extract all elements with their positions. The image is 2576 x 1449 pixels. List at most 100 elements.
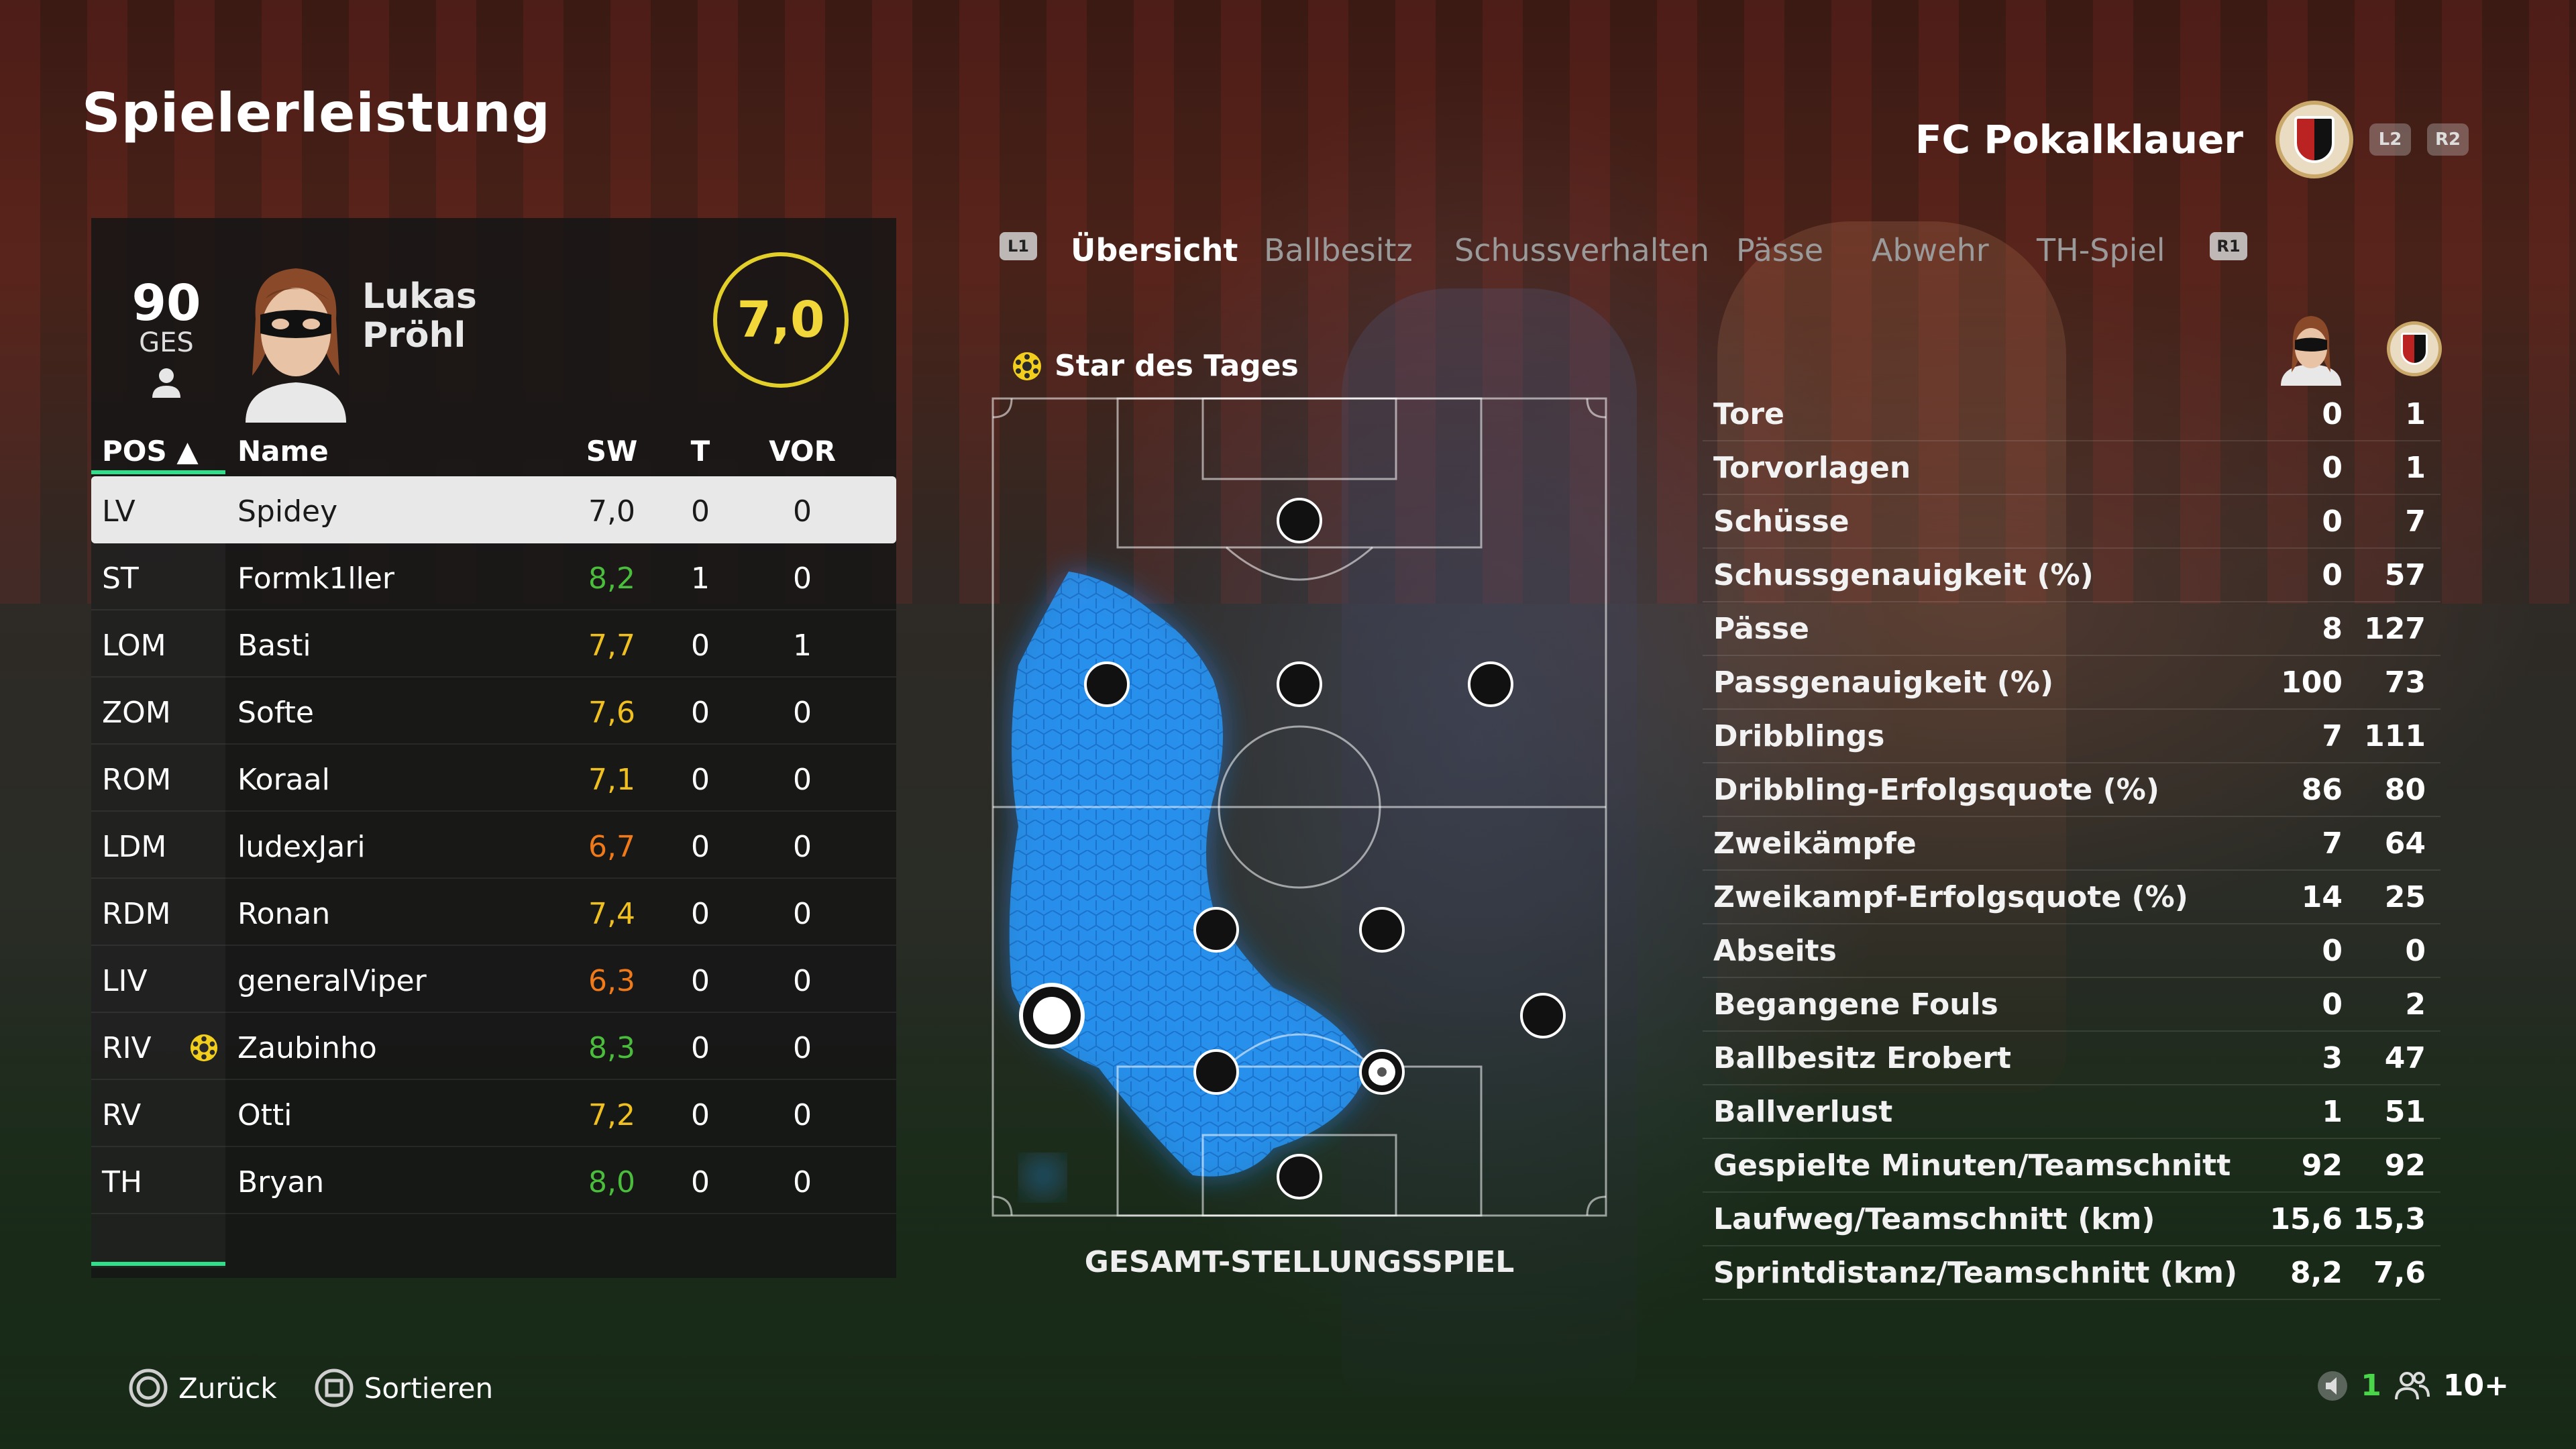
row-rating: 6,7: [588, 830, 635, 864]
tab-schussverhalten[interactable]: Schussverhalten: [1454, 232, 1709, 268]
player-avatar-icon: [2281, 316, 2341, 386]
back-button[interactable]: Zurück: [129, 1368, 277, 1407]
player-first-name: Lukas: [362, 276, 477, 317]
table-row[interactable]: ST Formk1ller 8,2 1 0: [91, 543, 896, 610]
table-row[interactable]: TH Bryan 8,0 0 0: [91, 1147, 896, 1214]
circle-button-icon: [129, 1368, 168, 1407]
row-assists: 0: [793, 1098, 812, 1132]
pos-column-background: [91, 476, 225, 1268]
stat-row: Zweikämpfe 7 64: [1703, 817, 2440, 871]
table-row[interactable]: LV Spidey 7,0 0 0: [91, 476, 896, 543]
r1-button-icon[interactable]: R1: [2210, 232, 2247, 260]
stat-team-value: 15,3: [2353, 1202, 2426, 1236]
row-assists: 0: [793, 897, 812, 931]
table-row[interactable]: LDM ludexJari 6,7 0 0: [91, 812, 896, 879]
scroll-indicator: [91, 1262, 225, 1266]
stat-team-value: 1: [2405, 451, 2426, 485]
selected-player-marker: [1019, 983, 1085, 1049]
stat-team-value: 7: [2405, 504, 2426, 539]
stat-team-value: 73: [2384, 665, 2426, 700]
tab-th-spiel[interactable]: TH-Spiel: [2037, 232, 2165, 268]
stat-row: Torvorlagen 0 1: [1703, 441, 2440, 495]
row-name: Zaubinho: [237, 1031, 377, 1065]
tab-paesse[interactable]: Pässe: [1736, 232, 1824, 268]
match-rating-badge: 7,0: [713, 252, 849, 388]
stat-team-value: 111: [2364, 719, 2426, 753]
player-last-name: Pröhl: [362, 315, 466, 356]
stat-row: Pässe 8 127: [1703, 602, 2440, 656]
row-rating: 8,2: [588, 561, 635, 596]
row-rating: 7,2: [588, 1098, 635, 1132]
table-header: POS ▲ Name SW T VOR: [91, 423, 896, 476]
header-t[interactable]: T: [690, 435, 710, 468]
club-crest-icon: [2275, 101, 2353, 178]
r2-button-icon[interactable]: R2: [2427, 123, 2469, 156]
table-row[interactable]: ROM Koraal 7,1 0 0: [91, 745, 896, 812]
row-pos: RV: [102, 1098, 142, 1132]
status-indicators: 1 10+: [2316, 1368, 2509, 1403]
table-row[interactable]: RIV Zaubinho 8,3 0 0: [91, 1013, 896, 1080]
row-goals: 0: [691, 1165, 710, 1199]
row-pos: ST: [102, 561, 139, 596]
header-name[interactable]: Name: [237, 435, 329, 468]
header-vor[interactable]: VOR: [769, 435, 836, 468]
sort-button[interactable]: Sortieren: [315, 1368, 493, 1407]
l1-button-icon[interactable]: L1: [1000, 232, 1037, 260]
stat-row: Gespielte Minuten/Teamschnitt 92 92: [1703, 1139, 2440, 1193]
stat-row: Zweikampf-Erfolgsquote (%) 14 25: [1703, 871, 2440, 924]
row-rating: 8,0: [588, 1165, 635, 1199]
row-pos: ROM: [102, 763, 172, 797]
star-player-marker: [1359, 1049, 1405, 1095]
player-position-markers: [1084, 498, 1566, 1199]
stat-team-value: 80: [2384, 773, 2426, 807]
row-goals: 0: [691, 1031, 710, 1065]
table-row[interactable]: LOM Basti 7,7 0 1: [91, 610, 896, 678]
stat-row: Ballbesitz Erobert 3 47: [1703, 1032, 2440, 1085]
row-assists: 0: [793, 561, 812, 596]
tab-abwehr[interactable]: Abwehr: [1872, 232, 1989, 268]
stat-row: Schussgenauigkeit (%) 0 57: [1703, 549, 2440, 602]
stat-player-value: 0: [2322, 987, 2343, 1022]
stat-label: Abseits: [1713, 934, 1837, 968]
stat-row: Sprintdistanz/Teamschnitt (km) 8,2 7,6: [1703, 1246, 2440, 1300]
row-pos: RDM: [102, 897, 171, 931]
table-row[interactable]: RV Otti 7,2 0 0: [91, 1080, 896, 1147]
l2-button-icon[interactable]: L2: [2369, 123, 2411, 156]
stat-row: Dribblings 7 111: [1703, 710, 2440, 763]
table-row[interactable]: ZOM Softe 7,6 0 0: [91, 678, 896, 745]
tab-uebersicht[interactable]: Übersicht: [1071, 232, 1238, 268]
stat-player-value: 0: [2322, 451, 2343, 485]
star-of-day-label: Star des Tages: [1055, 349, 1299, 383]
stat-row: Passgenauigkeit (%) 100 73: [1703, 656, 2440, 710]
stat-player-value: 15,6: [2269, 1202, 2343, 1236]
row-assists: 0: [793, 1031, 812, 1065]
players-group-icon: [2394, 1371, 2430, 1399]
stat-label: Pässe: [1713, 612, 1809, 646]
header-sw[interactable]: SW: [586, 435, 638, 468]
header-pos[interactable]: POS ▲: [102, 435, 199, 468]
star-of-day-icon: [1013, 352, 1041, 380]
stat-label: Schüsse: [1713, 504, 1849, 539]
row-goals: 0: [691, 1098, 710, 1132]
tab-ballbesitz[interactable]: Ballbesitz: [1264, 232, 1413, 268]
club-header: FC Pokalklauer L2 R2: [1915, 101, 2469, 178]
row-goals: 0: [691, 830, 710, 864]
stat-team-value: 92: [2384, 1148, 2426, 1183]
stat-team-value: 127: [2364, 612, 2426, 646]
stat-team-value: 7,6: [2373, 1256, 2426, 1290]
stat-label: Begangene Fouls: [1713, 987, 1998, 1022]
table-row[interactable]: LIV generalViper 6,3 0 0: [91, 946, 896, 1013]
row-assists: 0: [793, 1165, 812, 1199]
row-rating: 8,3: [588, 1031, 635, 1065]
stat-team-value: 47: [2384, 1041, 2426, 1075]
stat-team-value: 57: [2384, 558, 2426, 592]
stats-list: Tore 0 1 Torvorlagen 0 1 Schüsse 0 7 Schussgenaui…: [1703, 388, 2440, 1300]
stat-team-value: 51: [2384, 1095, 2426, 1129]
sort-label: Sortieren: [364, 1371, 494, 1405]
row-rating: 7,4: [588, 897, 635, 931]
table-row[interactable]: RDM Ronan 7,4 0 0: [91, 879, 896, 946]
stat-label: Gespielte Minuten/Teamschnitt: [1713, 1148, 2231, 1183]
stat-player-value: 14: [2301, 880, 2343, 914]
stats-column-icons: [2267, 312, 2442, 386]
overall-value: 90: [131, 274, 201, 332]
